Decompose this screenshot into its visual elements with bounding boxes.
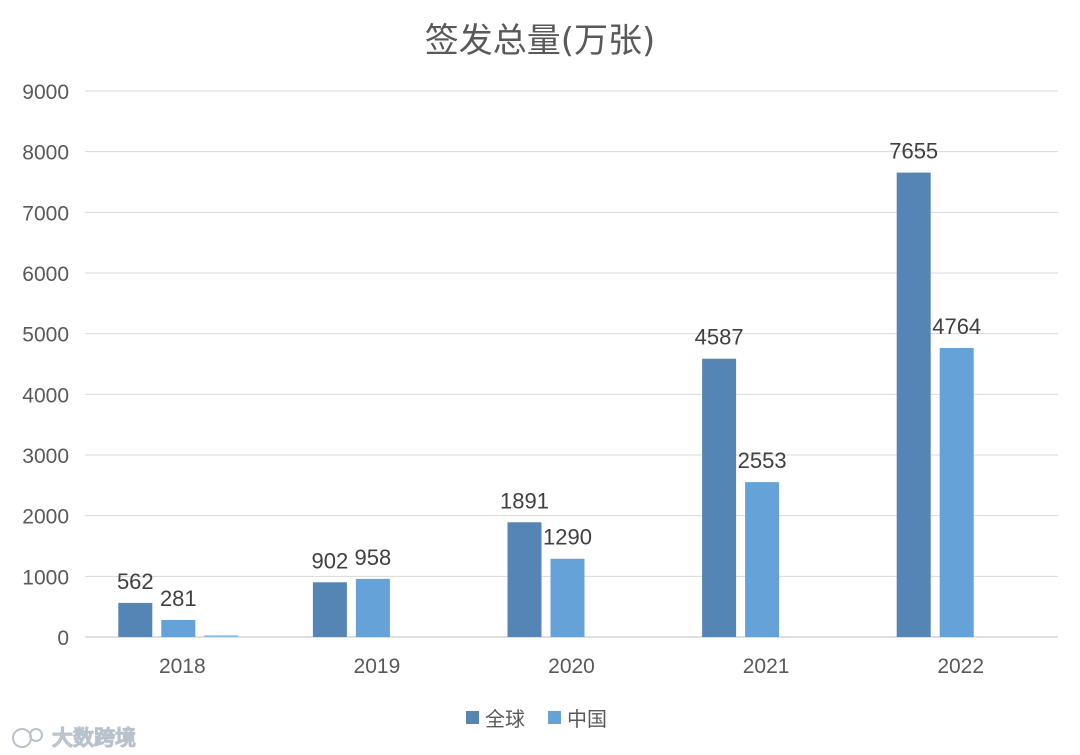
data-label: 281 <box>160 586 197 611</box>
data-label: 7655 <box>889 139 938 164</box>
legend-label: 中国 <box>567 707 607 731</box>
y-axis: 0 1000 2000 3000 4000 5000 6000 7000 8000 9000 <box>22 81 69 650</box>
bar <box>312 582 347 637</box>
x-tick-label: 2021 <box>743 655 790 678</box>
bar <box>939 347 974 637</box>
y-tick-label: 9000 <box>22 81 69 104</box>
x-tick-label: 2019 <box>354 655 401 678</box>
x-axis: 2018 2019 2020 2021 2022 <box>159 655 984 678</box>
y-tick-label: 8000 <box>22 142 69 165</box>
watermark-logo-icon <box>12 728 32 748</box>
data-label: 2553 <box>738 448 787 473</box>
bars <box>118 172 974 637</box>
bar <box>550 558 585 637</box>
x-tick-label: 2022 <box>937 655 984 678</box>
legend: 全球 中国 <box>466 707 607 731</box>
y-tick-label: 0 <box>57 627 69 650</box>
bar <box>896 172 931 637</box>
y-tick-label: 7000 <box>22 202 69 225</box>
data-label: 958 <box>355 545 392 570</box>
data-label: 4764 <box>932 314 981 339</box>
bar <box>702 358 737 637</box>
watermark-logo-dot-icon <box>29 728 43 742</box>
y-tick-label: 2000 <box>22 506 69 529</box>
gridlines <box>85 90 1058 638</box>
x-tick-label: 2018 <box>159 655 206 678</box>
bar <box>355 578 390 637</box>
y-tick-label: 6000 <box>22 263 69 286</box>
x-tick-label: 2020 <box>548 655 595 678</box>
watermark-text: 大数跨境 <box>52 726 136 750</box>
bar <box>204 635 239 637</box>
legend-swatch <box>466 711 479 724</box>
data-label: 1891 <box>500 488 549 513</box>
y-tick-label: 4000 <box>22 384 69 407</box>
bar <box>507 522 542 637</box>
chart-title: 签发总量(万张) <box>425 21 656 61</box>
legend-label: 全球 <box>485 707 525 731</box>
data-label: 902 <box>312 548 349 573</box>
data-label: 1290 <box>543 525 592 550</box>
data-label: 4587 <box>695 325 744 350</box>
y-tick-label: 5000 <box>22 324 69 347</box>
data-label: 562 <box>117 569 154 594</box>
legend-swatch <box>548 711 561 724</box>
y-tick-label: 3000 <box>22 445 69 468</box>
bar <box>745 482 780 637</box>
bar <box>118 602 153 637</box>
watermark: 大数跨境 <box>12 726 136 750</box>
bar <box>161 619 196 637</box>
y-tick-label: 1000 <box>22 566 69 589</box>
